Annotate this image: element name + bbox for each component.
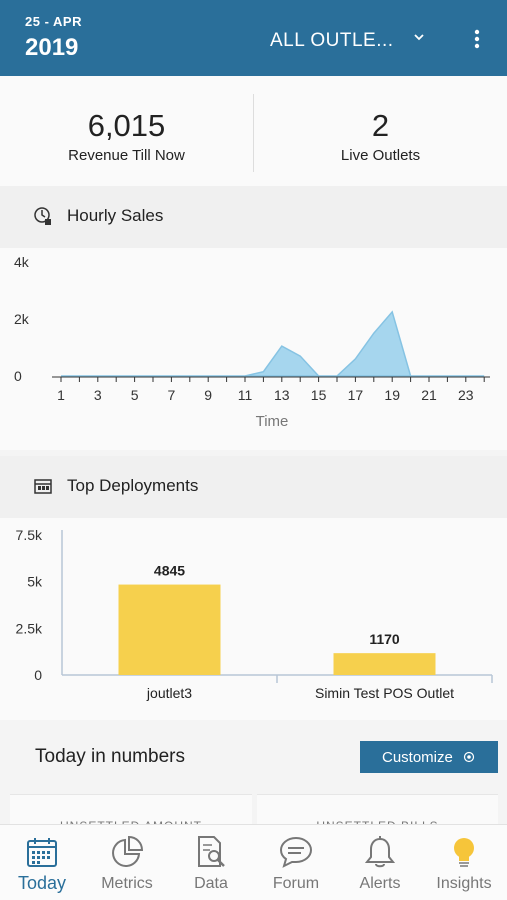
today-in-numbers-title: Today in numbers bbox=[35, 746, 185, 767]
top-deployments-svg: 0 2.5k 5k 7.5k 4845 joutlet3 1170 Simin Test PO… bbox=[16, 527, 493, 701]
nav-forum-label: Forum bbox=[272, 875, 320, 892]
app-header: 25 - APR 2019 ALL OUTLE... bbox=[0, 0, 507, 76]
x-axis-title: Time bbox=[256, 413, 289, 430]
nav-today-label: Today bbox=[17, 873, 67, 893]
y-tick-label: 2k bbox=[14, 311, 30, 327]
calendar-icon bbox=[27, 838, 57, 867]
x-tick-label: 15 bbox=[311, 387, 327, 403]
bar-0 bbox=[118, 584, 221, 675]
document-search-icon bbox=[198, 836, 225, 867]
top-deployments-chart: 0 2.5k 5k 7.5k 4845 joutlet3 1170 Simin Test PO… bbox=[0, 518, 507, 720]
lightbulb-icon bbox=[454, 838, 474, 867]
top-deployments-title: Top Deployments bbox=[67, 476, 199, 495]
deployment-icon bbox=[34, 479, 52, 494]
x-tick-label: 3 bbox=[94, 387, 102, 403]
live-outlets-label: Live Outlets bbox=[340, 147, 421, 164]
stat-divider bbox=[253, 94, 254, 172]
date-day-month[interactable]: 25 - APR bbox=[25, 14, 82, 29]
bar-1 bbox=[333, 653, 436, 675]
customize-button[interactable]: Customize bbox=[360, 741, 498, 773]
hourly-sales-title: Hourly Sales bbox=[67, 206, 164, 225]
y-tick-label: 2.5k bbox=[16, 620, 43, 636]
bell-icon bbox=[364, 836, 396, 868]
x-tick-label: 13 bbox=[274, 387, 290, 403]
y-tick-label: 7.5k bbox=[16, 527, 43, 543]
hourly-sales-header: Hourly Sales bbox=[0, 186, 507, 248]
revenue-value: 6,015 bbox=[87, 108, 166, 143]
x-tick-label: 23 bbox=[458, 387, 474, 403]
category-label: joutlet3 bbox=[146, 685, 192, 701]
date-year[interactable]: 2019 bbox=[25, 34, 79, 61]
x-tick-label: 11 bbox=[238, 387, 253, 403]
pie-chart-icon bbox=[112, 835, 144, 867]
nav-forum[interactable]: Forum bbox=[254, 825, 338, 900]
bar-value-label: 1170 bbox=[369, 631, 400, 647]
summary-stats: 6,015 Revenue Till Now 2 Live Outlets bbox=[0, 76, 507, 186]
gear-icon bbox=[463, 751, 475, 763]
today-in-numbers: Today in numbers Customize UNSETTLED AMO… bbox=[0, 720, 507, 834]
nav-alerts[interactable]: Alerts bbox=[338, 825, 422, 900]
nav-today[interactable]: Today bbox=[0, 825, 84, 900]
nav-insights[interactable]: Insights bbox=[422, 825, 506, 900]
more-options-icon[interactable] bbox=[468, 28, 486, 50]
y-tick-label: 0 bbox=[34, 667, 42, 683]
nav-metrics-label: Metrics bbox=[101, 875, 153, 892]
outlet-selector[interactable]: ALL OUTLE... bbox=[270, 30, 394, 51]
chevron-down-icon[interactable] bbox=[412, 30, 426, 44]
bar-value-label: 4845 bbox=[154, 563, 185, 579]
nav-alerts-label: Alerts bbox=[359, 875, 401, 892]
x-tick-label: 7 bbox=[168, 387, 176, 403]
x-tick-label: 9 bbox=[204, 387, 212, 403]
nav-metrics[interactable]: Metrics bbox=[85, 825, 169, 900]
category-label: Simin Test POS Outlet bbox=[315, 685, 454, 701]
x-tick-label: 1 bbox=[57, 387, 65, 403]
nav-insights-label: Insights bbox=[436, 875, 492, 892]
revenue-label: Revenue Till Now bbox=[68, 147, 185, 164]
hourly-sales-area bbox=[61, 310, 485, 377]
top-deployments-header: Top Deployments bbox=[0, 456, 507, 518]
x-tick-label: 17 bbox=[348, 387, 364, 403]
x-tick-label: 21 bbox=[421, 387, 437, 403]
x-tick-label: 19 bbox=[384, 387, 400, 403]
live-outlets-stat[interactable]: 2 Live Outlets bbox=[254, 76, 507, 186]
nav-data-label: Data bbox=[194, 875, 228, 892]
y-tick-label: 5k bbox=[27, 574, 43, 590]
bottom-navigation: Today Metrics Data Forum Aler bbox=[0, 824, 507, 900]
live-outlets-value: 2 bbox=[371, 108, 390, 143]
clock-chart-icon bbox=[34, 207, 51, 225]
customize-label: Customize bbox=[382, 748, 453, 766]
y-tick-label: 0 bbox=[14, 368, 22, 384]
y-tick-label: 4k bbox=[14, 254, 30, 270]
x-tick-label: 5 bbox=[131, 387, 139, 403]
hourly-sales-chart: 1 3 5 7 9 11 13 15 17 19 21 23 0 2k 4k Time bbox=[0, 248, 507, 450]
chat-icon bbox=[279, 836, 313, 868]
nav-data[interactable]: Data bbox=[169, 825, 253, 900]
revenue-stat[interactable]: 6,015 Revenue Till Now bbox=[0, 76, 253, 186]
